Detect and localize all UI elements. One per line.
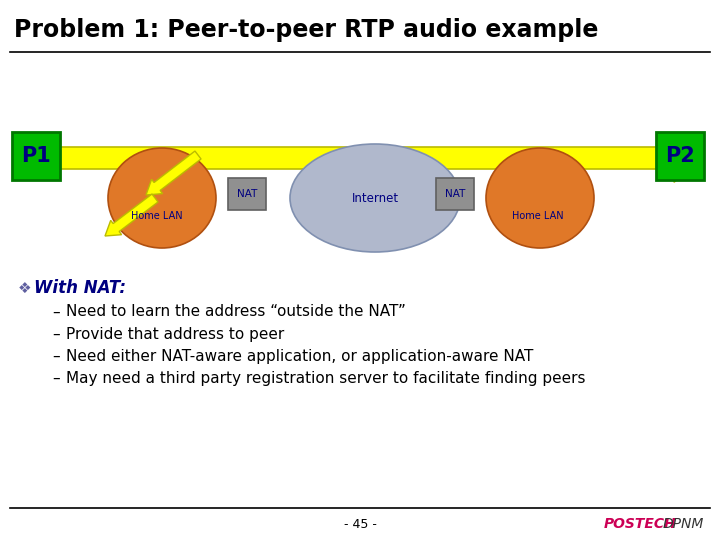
Text: P2: P2: [665, 146, 695, 166]
Ellipse shape: [290, 144, 460, 252]
FancyArrow shape: [60, 134, 702, 182]
Text: POSTECH: POSTECH: [604, 517, 677, 531]
Text: –: –: [52, 370, 60, 386]
Text: Home LAN: Home LAN: [131, 211, 183, 221]
Text: P1: P1: [21, 146, 51, 166]
FancyBboxPatch shape: [228, 178, 266, 210]
Text: –: –: [52, 305, 60, 320]
Text: ❖: ❖: [18, 280, 32, 295]
Text: May need a third party registration server to facilitate finding peers: May need a third party registration serv…: [66, 370, 585, 386]
Text: Need to learn the address “outside the NAT”: Need to learn the address “outside the N…: [66, 305, 406, 320]
Text: - 45 -: - 45 -: [343, 517, 377, 530]
FancyArrow shape: [146, 151, 201, 195]
Text: DPNM: DPNM: [663, 517, 704, 531]
Text: NAT: NAT: [237, 189, 257, 199]
Ellipse shape: [108, 148, 216, 248]
Text: –: –: [52, 327, 60, 341]
Text: Internet: Internet: [351, 192, 399, 205]
FancyBboxPatch shape: [656, 132, 704, 180]
Ellipse shape: [486, 148, 594, 248]
FancyBboxPatch shape: [436, 178, 474, 210]
Text: NAT: NAT: [445, 189, 465, 199]
Text: Need either NAT-aware application, or application-aware NAT: Need either NAT-aware application, or ap…: [66, 348, 534, 363]
Text: –: –: [52, 348, 60, 363]
Text: With NAT:: With NAT:: [34, 279, 126, 297]
FancyBboxPatch shape: [12, 132, 60, 180]
Text: Home LAN: Home LAN: [512, 211, 564, 221]
Text: Provide that address to peer: Provide that address to peer: [66, 327, 284, 341]
FancyArrow shape: [105, 194, 158, 236]
Text: Problem 1: Peer-to-peer RTP audio example: Problem 1: Peer-to-peer RTP audio exampl…: [14, 18, 598, 42]
